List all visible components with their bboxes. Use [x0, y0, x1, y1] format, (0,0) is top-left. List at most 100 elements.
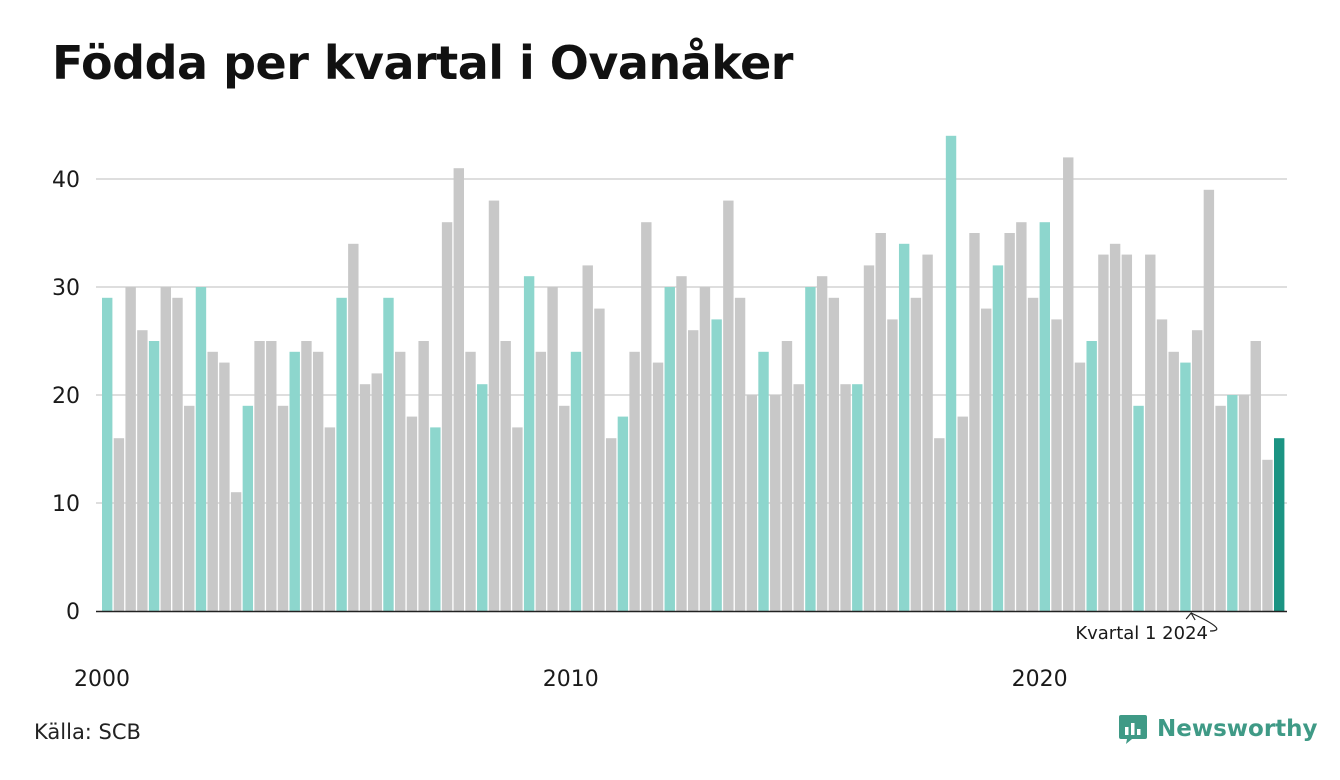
bar [453, 168, 464, 611]
bar [688, 330, 699, 611]
bar [535, 351, 547, 611]
bar [1121, 254, 1133, 611]
bar [547, 287, 558, 611]
bar [195, 287, 207, 611]
bar [277, 405, 289, 611]
bar [652, 362, 664, 611]
bar [641, 222, 652, 611]
bar [207, 351, 218, 611]
bar [242, 405, 254, 611]
y-tick-label: 30 [52, 276, 80, 301]
bar [1262, 459, 1273, 611]
bar [148, 341, 160, 611]
bar [1156, 319, 1168, 611]
bar [910, 297, 922, 611]
bar [137, 330, 148, 611]
bar [1016, 222, 1027, 611]
y-tick-label: 10 [52, 492, 80, 517]
bar [770, 395, 781, 611]
bar [981, 308, 992, 611]
bar [371, 373, 382, 611]
bar [383, 297, 394, 611]
bar [418, 341, 429, 611]
bar [230, 492, 242, 611]
bar [359, 384, 371, 611]
bar [875, 233, 886, 611]
bar [348, 243, 359, 612]
bar [734, 297, 746, 611]
bar [312, 351, 324, 611]
bar [781, 341, 793, 611]
bar [828, 297, 840, 611]
bar [160, 287, 171, 611]
bar [102, 297, 113, 611]
annotation-label: Kvartal 1 2024 [1075, 623, 1208, 644]
bar [512, 427, 523, 611]
bar [1145, 254, 1156, 611]
bar [406, 416, 418, 611]
y-tick-label: 0 [66, 600, 80, 625]
bar [1074, 362, 1086, 611]
bar [582, 265, 593, 611]
bar [805, 287, 816, 611]
bar [430, 427, 441, 611]
bar [922, 254, 933, 611]
y-tick-label: 20 [52, 384, 80, 409]
bar [266, 341, 277, 611]
bar [1274, 438, 1285, 611]
bar [113, 438, 125, 611]
bar [1051, 319, 1062, 611]
bar [254, 341, 265, 611]
x-tick-label: 2010 [543, 667, 599, 692]
bar [1027, 297, 1039, 611]
bar [1180, 362, 1191, 611]
annotation-arrowhead [1185, 611, 1196, 621]
bar [863, 265, 875, 611]
bar [465, 351, 476, 611]
chart-title: Födda per kvartal i Ovanåker [52, 36, 793, 90]
bar [1063, 157, 1074, 611]
bar [852, 384, 863, 611]
bar [395, 351, 406, 611]
bar [570, 351, 582, 611]
bar [1227, 395, 1238, 611]
bar [172, 297, 183, 611]
bar [219, 362, 230, 611]
bar [605, 438, 617, 611]
annotation-arrow [1190, 612, 1218, 632]
newsworthy-logo-icon [1119, 715, 1147, 744]
bar [617, 416, 629, 611]
bar [992, 265, 1004, 611]
bar [594, 308, 605, 611]
brand-name: Newsworthy [1157, 716, 1318, 742]
bar [969, 233, 980, 611]
bar [477, 384, 488, 611]
bar [945, 135, 957, 612]
bar [1039, 222, 1050, 611]
bar [1203, 189, 1215, 612]
bar [1086, 341, 1097, 611]
source-label: Källa: SCB [34, 720, 141, 744]
bar [758, 351, 769, 611]
bar [441, 222, 453, 611]
bar [336, 297, 347, 611]
bar [500, 341, 511, 611]
brand-logo[interactable]: Newsworthy [1118, 713, 1318, 745]
bar [934, 438, 945, 611]
bar [1133, 405, 1144, 611]
bar [699, 287, 711, 611]
bar [957, 416, 968, 611]
x-tick-label: 2000 [74, 667, 130, 692]
bar [1109, 243, 1121, 612]
bar [840, 384, 851, 611]
bar [1238, 395, 1250, 611]
bar [664, 287, 675, 611]
bar [793, 384, 804, 611]
bar [1168, 351, 1179, 611]
y-tick-label: 40 [52, 168, 80, 193]
bar [887, 319, 898, 611]
bar [523, 276, 535, 611]
bar [1098, 254, 1109, 611]
bar [1191, 330, 1203, 611]
bar [125, 287, 136, 611]
